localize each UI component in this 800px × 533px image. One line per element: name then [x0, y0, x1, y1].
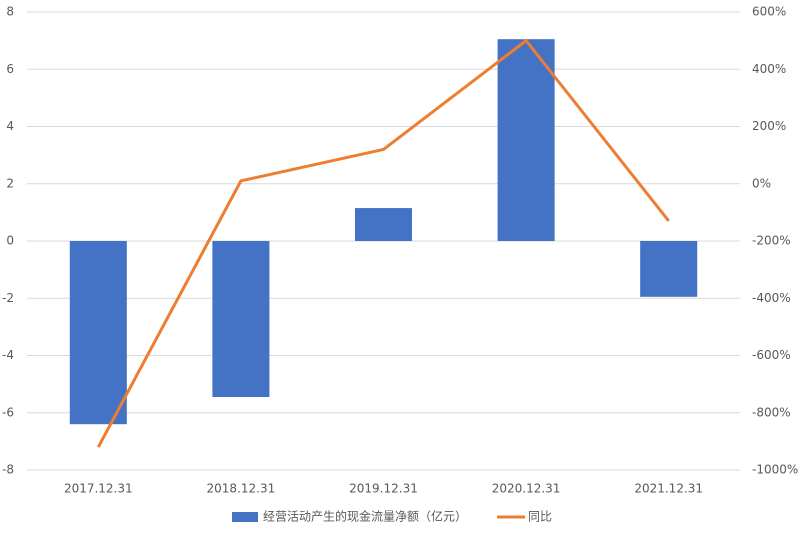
bar	[640, 241, 698, 297]
line	[96, 39, 670, 448]
y2-tick-label: 200%	[752, 119, 786, 133]
y-tick-label: -2	[2, 291, 14, 305]
x-tick-label: 2018.12.31	[207, 482, 276, 496]
y-tick-label: 2	[6, 176, 14, 190]
legend-label: 经营活动产生的现金流量净额（亿元）	[263, 509, 467, 524]
y2-tick-label: -400%	[752, 291, 791, 305]
y-tick-label: 6	[6, 62, 14, 76]
legend-label: 同比	[528, 510, 552, 524]
y-tick-label: 8	[6, 5, 14, 19]
y2-tick-label: 0%	[752, 176, 771, 190]
x-tick-label: 2019.12.31	[349, 482, 418, 496]
y-tick-label: -6	[2, 405, 14, 419]
y2-tick-label: -200%	[752, 234, 791, 248]
bar	[354, 208, 413, 241]
y2-tick-label: -600%	[752, 348, 791, 362]
bar	[497, 39, 555, 241]
y-tick-label: -4	[2, 348, 14, 362]
y-tick-label: 0	[6, 234, 14, 248]
bar	[69, 241, 127, 425]
x-tick-label: 2021.12.31	[634, 482, 703, 496]
bar	[212, 241, 270, 398]
y2-tick-label: 600%	[752, 5, 786, 19]
y2-tick-label: 400%	[752, 62, 786, 76]
y-tick-label: -8	[2, 463, 14, 477]
y2-tick-label: -1000%	[752, 463, 798, 477]
x-tick-label: 2017.12.31	[64, 482, 133, 496]
legend-swatch	[232, 512, 258, 522]
y-tick-label: 4	[6, 119, 14, 133]
y2-tick-label: -800%	[752, 405, 791, 419]
x-tick-label: 2020.12.31	[492, 482, 561, 496]
